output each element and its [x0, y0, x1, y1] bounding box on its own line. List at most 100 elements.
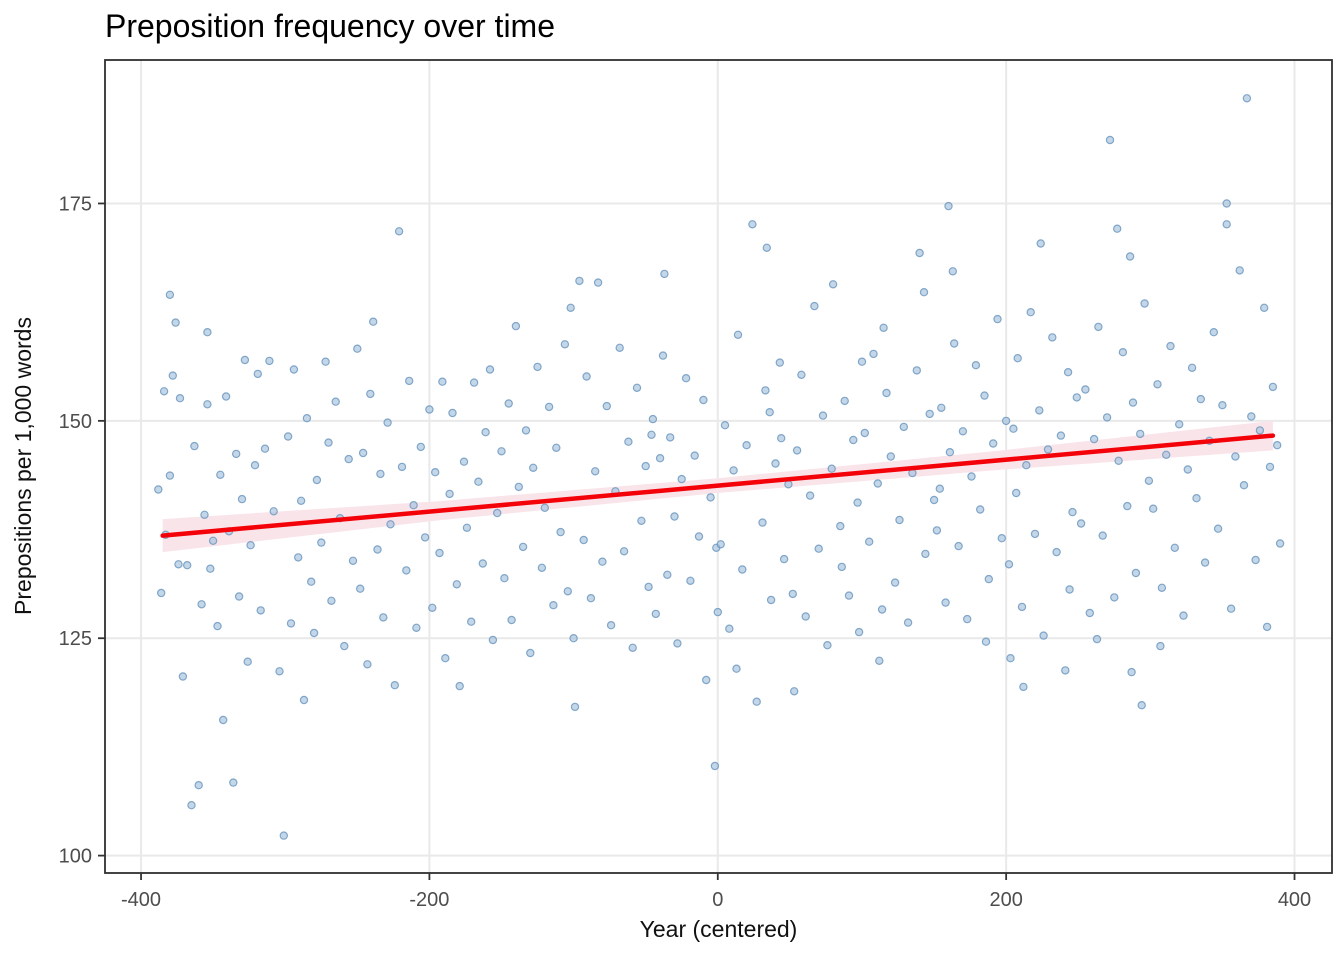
data-point — [1009, 424, 1018, 433]
data-point — [493, 508, 502, 518]
data-point — [647, 430, 656, 439]
data-point — [373, 545, 382, 554]
y-tick-label: 125 — [59, 628, 92, 650]
data-point — [529, 463, 538, 472]
data-point — [582, 372, 591, 381]
data-point — [903, 618, 913, 627]
data-point — [1242, 94, 1252, 103]
data-point — [570, 702, 580, 712]
data-point — [853, 498, 862, 507]
data-point — [356, 584, 365, 593]
data-point — [1170, 543, 1180, 553]
data-point — [182, 561, 192, 570]
data-point — [857, 357, 867, 366]
data-point — [777, 434, 786, 443]
data-point — [677, 474, 686, 484]
data-point — [1179, 611, 1188, 620]
data-point — [779, 554, 789, 564]
data-point — [873, 479, 883, 488]
data-point — [1076, 519, 1086, 528]
data-point — [844, 591, 854, 600]
data-point — [758, 518, 767, 527]
data-point — [1128, 398, 1138, 407]
data-point — [154, 485, 163, 494]
data-point — [402, 566, 411, 575]
x-tick-label: 0 — [712, 889, 723, 911]
data-point — [632, 383, 642, 392]
data-point — [586, 594, 596, 603]
data-point — [474, 477, 483, 486]
data-point — [865, 537, 874, 546]
data-point — [641, 461, 650, 471]
data-point — [828, 280, 838, 289]
data-point — [1183, 465, 1193, 474]
data-point — [771, 459, 780, 468]
data-point — [925, 409, 934, 419]
data-point — [738, 565, 747, 574]
data-point — [1072, 393, 1082, 402]
data-point — [1156, 641, 1165, 651]
data-point — [286, 619, 296, 628]
data-point — [1017, 602, 1027, 612]
data-point — [231, 449, 241, 459]
data-point — [552, 443, 561, 452]
data-point — [981, 637, 991, 646]
data-point — [1268, 382, 1278, 392]
x-tick-label: 400 — [1278, 889, 1311, 911]
data-point — [1022, 461, 1031, 470]
data-point — [1056, 431, 1066, 440]
data-point — [725, 624, 734, 633]
data-point — [877, 605, 887, 614]
data-point — [765, 408, 774, 417]
data-point — [732, 664, 741, 673]
data-point — [1098, 531, 1107, 540]
data-point — [312, 475, 322, 485]
data-point — [435, 548, 444, 558]
data-point — [420, 533, 430, 542]
data-point — [637, 516, 646, 526]
data-point — [575, 276, 584, 286]
data-point — [766, 595, 776, 605]
data-point — [1144, 476, 1154, 485]
data-point — [165, 471, 175, 480]
data-point — [540, 503, 550, 512]
data-point — [275, 667, 284, 676]
data-point — [265, 356, 274, 366]
data-point — [624, 437, 633, 446]
data-point — [386, 520, 395, 529]
data-point — [455, 681, 464, 691]
data-point — [1135, 429, 1145, 439]
data-point — [1114, 456, 1123, 465]
data-point — [615, 343, 624, 352]
data-point — [761, 386, 770, 395]
y-tick-label: 150 — [59, 411, 92, 433]
data-point — [860, 428, 870, 438]
data-point — [379, 613, 388, 622]
data-point — [980, 391, 989, 400]
data-point — [598, 557, 607, 566]
data-point — [563, 587, 573, 596]
data-point — [481, 428, 490, 437]
data-point — [792, 446, 802, 455]
data-point — [666, 433, 675, 442]
data-point — [818, 411, 828, 420]
data-point — [452, 580, 461, 589]
data-point — [431, 468, 440, 477]
data-point — [1112, 224, 1122, 233]
data-point — [383, 418, 392, 427]
data-point — [240, 355, 250, 365]
data-point — [302, 414, 312, 423]
data-point — [1085, 608, 1095, 618]
data-point — [521, 426, 531, 435]
data-point — [716, 540, 725, 549]
data-point — [1127, 667, 1136, 677]
data-point — [168, 371, 177, 380]
data-point — [644, 582, 653, 592]
y-tick-label: 100 — [59, 846, 92, 868]
data-point — [511, 321, 521, 331]
data-point — [412, 623, 421, 633]
data-point — [663, 570, 672, 580]
data-point — [1174, 420, 1184, 429]
data-point — [971, 361, 981, 370]
data-point — [967, 472, 976, 481]
